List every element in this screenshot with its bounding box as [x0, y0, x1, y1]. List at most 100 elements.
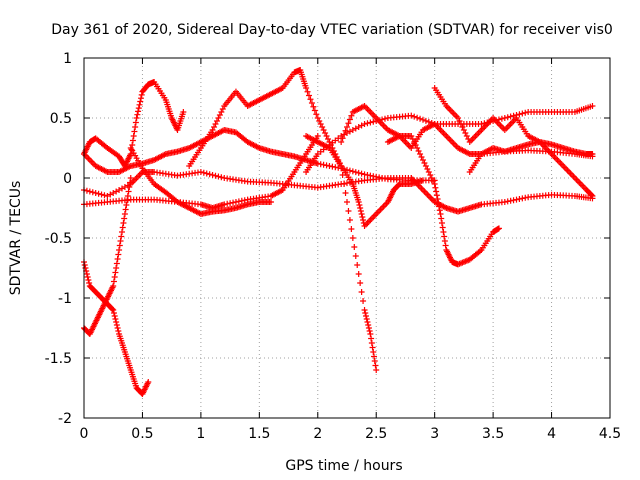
data-point — [110, 310, 117, 316]
data-point — [507, 113, 514, 120]
data-point — [120, 220, 127, 226]
axis-ticks — [83, 57, 611, 419]
data-point — [123, 202, 130, 208]
data-point — [98, 191, 105, 198]
series-sat-o — [466, 139, 596, 175]
x-tick-label: 4.5 — [599, 426, 621, 442]
series-sat-e — [81, 169, 415, 199]
data-point — [89, 189, 96, 196]
data-point — [361, 121, 368, 127]
data-point — [121, 215, 128, 222]
data-point — [358, 170, 365, 177]
data-point — [368, 335, 375, 342]
data-point — [360, 298, 367, 304]
data-point — [352, 253, 359, 259]
data-point — [355, 169, 362, 176]
data-point — [306, 92, 313, 99]
data-point — [344, 199, 350, 205]
series-sat-n — [431, 85, 596, 199]
data-point — [209, 172, 216, 178]
data-point — [373, 367, 380, 373]
y-tick-label: -0.5 — [45, 231, 72, 247]
data-point — [349, 235, 356, 241]
data-point — [113, 265, 120, 271]
data-point — [83, 271, 90, 277]
data-point — [345, 120, 352, 127]
data-point — [364, 120, 371, 127]
data-point — [433, 188, 440, 195]
data-point — [82, 265, 89, 271]
data-point — [365, 322, 372, 328]
data-point — [363, 316, 370, 322]
data-point — [117, 238, 124, 244]
data-point — [342, 190, 349, 196]
data-point — [436, 207, 443, 214]
data-point — [411, 113, 418, 120]
data-point — [501, 115, 508, 121]
series-sat-l — [384, 133, 502, 268]
series-sat-g — [127, 145, 275, 217]
data-point — [356, 202, 363, 208]
data-point — [352, 169, 359, 176]
data-point — [357, 208, 364, 214]
x-tick-label: 2 — [313, 426, 322, 442]
x-tick-label: 0 — [80, 426, 89, 442]
data-point — [135, 105, 142, 112]
data-point — [268, 199, 275, 205]
data-point — [478, 121, 485, 127]
data-point — [438, 220, 445, 226]
data-point — [131, 128, 138, 135]
data-point — [372, 362, 379, 369]
data-point — [135, 108, 142, 115]
data-point — [381, 115, 388, 122]
x-tick-label: 3 — [430, 426, 439, 442]
data-point — [417, 115, 424, 122]
data-point — [125, 188, 132, 195]
data-point — [371, 353, 378, 360]
x-tick-label: 1 — [196, 426, 205, 442]
data-point — [341, 131, 348, 138]
data-point — [365, 325, 372, 331]
data-point — [359, 214, 366, 220]
data-point — [441, 233, 448, 240]
data-point — [110, 283, 117, 289]
data-point — [110, 307, 117, 313]
data-point — [304, 88, 311, 95]
data-point — [116, 247, 123, 253]
data-point — [84, 274, 91, 280]
data-point — [370, 118, 377, 125]
y-tick-label: -1.5 — [45, 351, 72, 367]
data-point — [307, 96, 314, 103]
data-point — [113, 319, 120, 325]
data-point — [115, 328, 122, 334]
data-point — [342, 127, 349, 134]
data-point — [344, 124, 350, 130]
data-point — [112, 316, 119, 322]
data-point — [360, 217, 367, 223]
data-point — [519, 110, 526, 117]
data-point — [95, 190, 102, 197]
data-point — [136, 101, 143, 108]
data-point — [348, 112, 355, 119]
data-point — [437, 211, 444, 217]
data-point — [495, 225, 502, 232]
data-point — [311, 107, 318, 114]
data-point — [408, 112, 415, 119]
data-point — [419, 116, 426, 123]
data-point — [113, 260, 120, 267]
data-point — [206, 171, 213, 178]
data-point — [522, 109, 529, 116]
series-sat-h — [186, 67, 380, 373]
data-point — [345, 208, 352, 214]
data-point — [419, 177, 426, 184]
data-point — [362, 313, 369, 319]
data-point — [119, 224, 126, 231]
data-point — [361, 307, 368, 313]
data-point — [440, 229, 447, 235]
data-point — [358, 211, 365, 217]
data-point — [114, 325, 121, 331]
y-tick-label: 1 — [63, 51, 72, 67]
data-point — [498, 115, 505, 122]
data-point — [438, 215, 445, 222]
